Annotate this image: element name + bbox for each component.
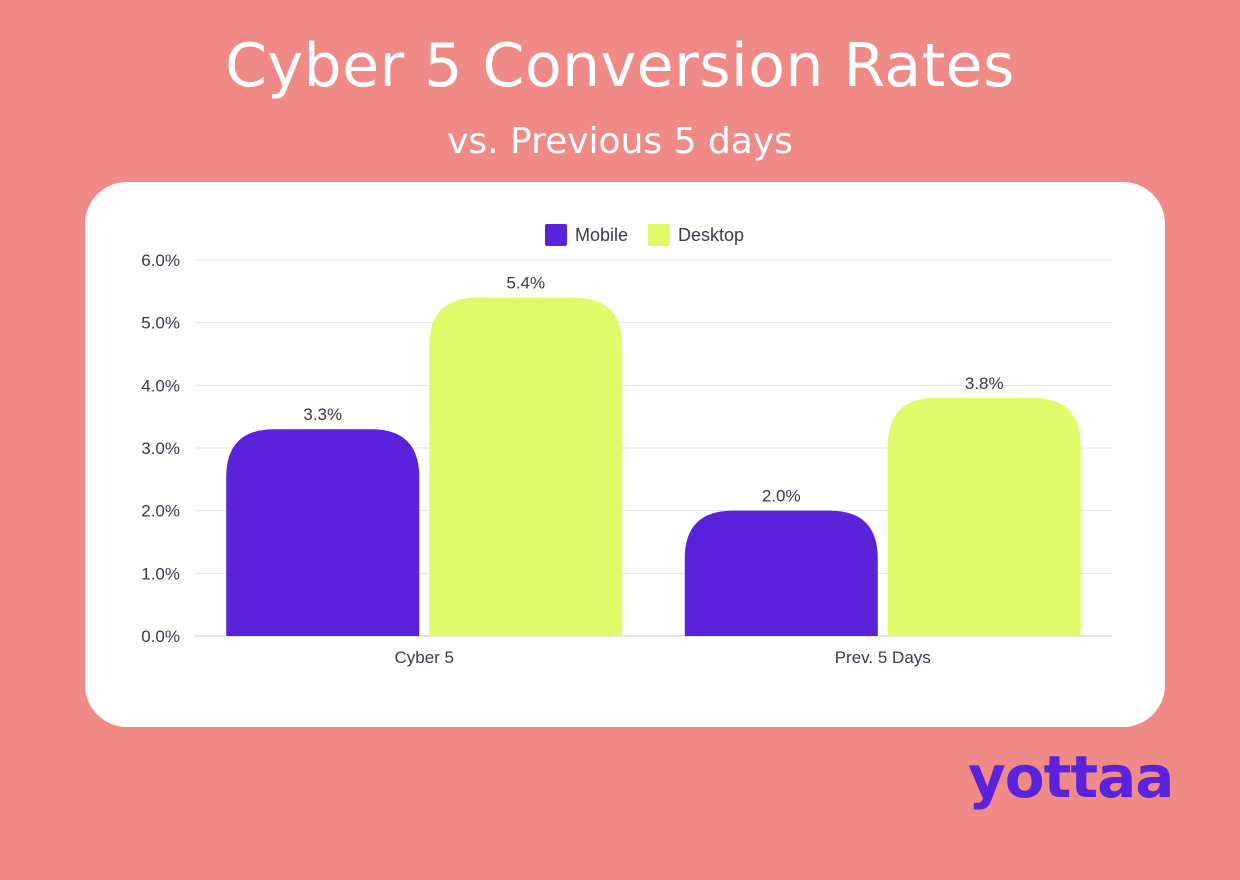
legend-swatch-desktop — [648, 224, 671, 246]
chart-subtitle: vs. Previous 5 days — [447, 121, 793, 162]
y-tick-label: 5.0% — [141, 314, 180, 333]
x-category-label: Cyber 5 — [394, 648, 454, 667]
legend-swatch-mobile — [545, 224, 567, 246]
bar-mobile-1 — [226, 429, 420, 636]
legend-label-mobile: Mobile — [575, 224, 629, 245]
chart-legend: Mobile Desktop — [545, 222, 764, 248]
data-label: 3.3% — [303, 405, 342, 424]
y-tick-label: 2.0% — [141, 502, 180, 521]
y-tick-label: 6.0% — [141, 251, 180, 270]
data-label: 5.4% — [506, 274, 545, 293]
bar-desktop-1 — [429, 297, 623, 636]
y-tick-label: 4.0% — [141, 376, 180, 395]
bar-desktop-2 — [887, 397, 1081, 636]
y-tick-label: 1.0% — [141, 564, 180, 583]
y-tick-label: 0.0% — [141, 627, 180, 646]
yottaa-logo: yottaa — [968, 743, 1174, 811]
legend-item-desktop: Desktop — [648, 224, 744, 246]
data-label: 2.0% — [762, 487, 801, 506]
chart-title: Cyber 5 Conversion Rates — [225, 31, 1015, 101]
data-label: 3.8% — [965, 374, 1004, 393]
legend-item-mobile: Mobile — [545, 224, 628, 246]
bar-mobile-2 — [684, 510, 878, 636]
legend-label-desktop: Desktop — [678, 224, 745, 245]
x-category-label: Prev. 5 Days — [835, 648, 931, 667]
y-tick-label: 3.0% — [141, 439, 180, 458]
